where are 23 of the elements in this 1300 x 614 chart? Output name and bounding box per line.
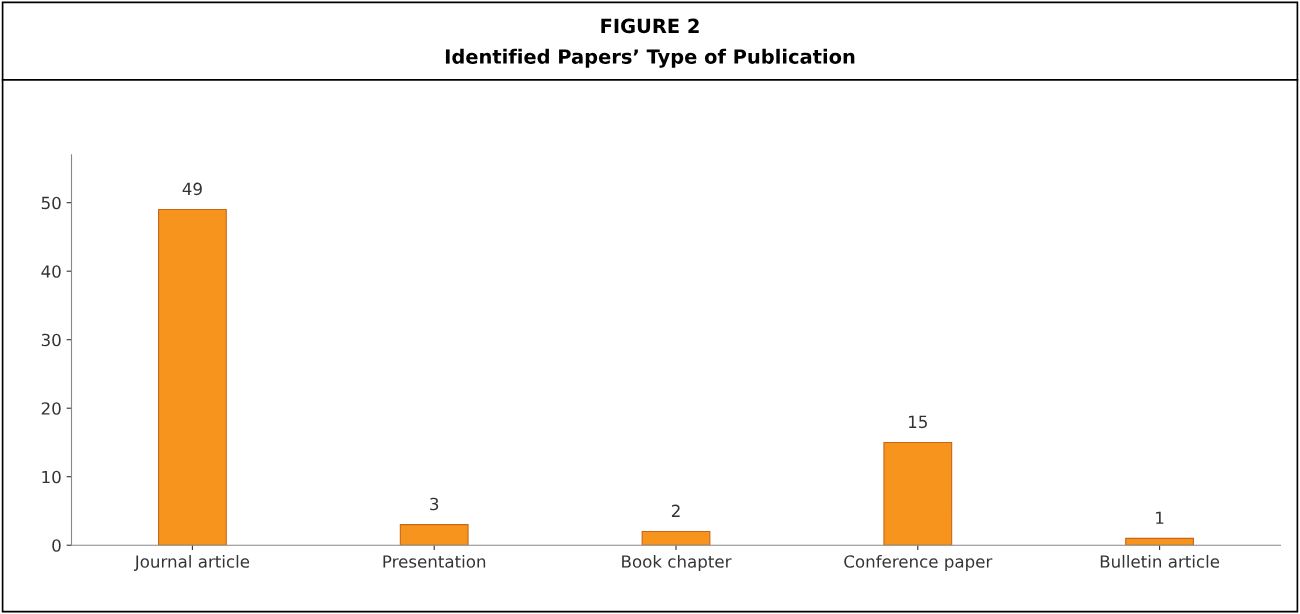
y-tick-label: 30 [41, 333, 61, 347]
data-label: 2 [671, 504, 680, 517]
x-tick-label: Conference paper [844, 554, 993, 572]
y-tick-label: 40 [41, 265, 61, 278]
x-tick-label: Bulletin article [1100, 554, 1220, 568]
y-tick-label: 0 [52, 539, 61, 552]
bar [641, 530, 711, 546]
x-tick-label: Journal article [133, 554, 250, 571]
bar [399, 524, 469, 546]
chart-subtitle: Identified Papers’ Type of Publication [445, 48, 855, 68]
bar [1125, 537, 1195, 546]
data-label: 1 [1156, 511, 1164, 524]
x-tick-label: Presentation [383, 554, 486, 568]
data-label: 3 [430, 497, 439, 511]
y-tick-label: 10 [42, 470, 61, 484]
data-label: 49 [182, 182, 202, 196]
bar [883, 441, 953, 546]
y-tick-label: 50 [41, 196, 61, 210]
x-tick-label: Book chapter [622, 554, 732, 572]
data-label: 15 [909, 415, 927, 429]
chart-title: FIGURE 2 [601, 18, 699, 34]
y-tick-label: 20 [41, 402, 61, 415]
bar [157, 208, 227, 546]
